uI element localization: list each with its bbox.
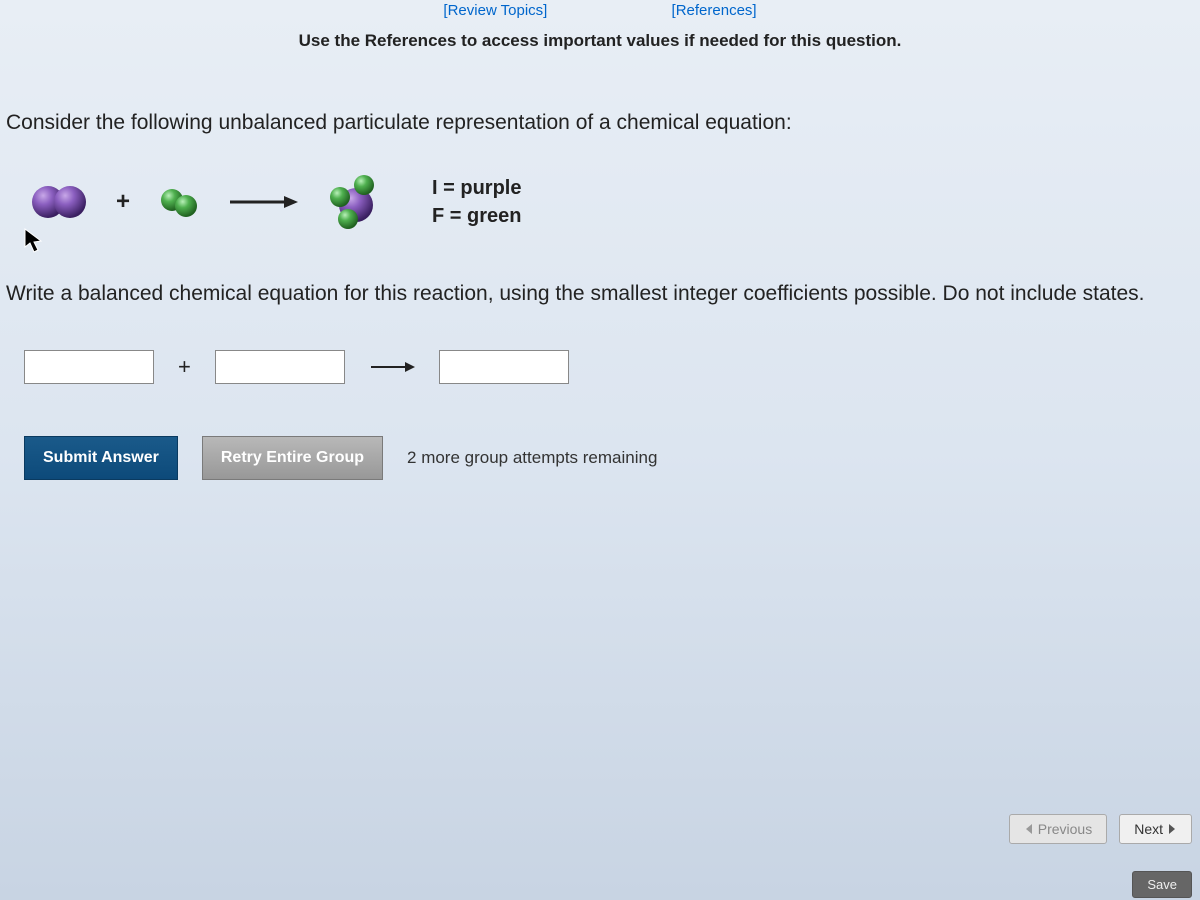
product-input[interactable]	[439, 350, 569, 384]
nav-buttons: Previous Next	[1009, 814, 1192, 844]
references-link[interactable]: [References]	[672, 2, 757, 19]
legend-iodine: I = purple	[432, 174, 521, 202]
save-button[interactable]: Save	[1132, 871, 1192, 898]
color-legend: I = purple F = green	[432, 174, 521, 230]
previous-button[interactable]: Previous	[1009, 814, 1107, 844]
plus-symbol-input: +	[178, 354, 191, 380]
equation-visual: +	[30, 173, 1194, 231]
retry-group-button[interactable]: Retry Entire Group	[202, 436, 383, 480]
answer-input-row: +	[24, 350, 1194, 384]
molecule-i2	[30, 183, 88, 221]
reactant2-input[interactable]	[215, 350, 345, 384]
top-links-bar: [Review Topics] [References]	[0, 0, 1200, 19]
attempts-remaining-text: 2 more group attempts remaining	[407, 448, 657, 468]
legend-fluorine: F = green	[432, 202, 521, 230]
reaction-arrow-icon	[228, 192, 298, 212]
review-topics-link[interactable]: [Review Topics]	[443, 2, 547, 19]
top-instruction: Use the References to access important v…	[0, 31, 1200, 51]
molecule-product	[326, 173, 384, 231]
button-row: Submit Answer Retry Entire Group 2 more …	[24, 436, 1194, 480]
chevron-right-icon	[1167, 823, 1177, 835]
next-button[interactable]: Next	[1119, 814, 1192, 844]
molecule-f2	[158, 186, 200, 218]
chevron-left-icon	[1024, 823, 1034, 835]
question-text: Write a balanced chemical equation for t…	[6, 279, 1194, 308]
submit-answer-button[interactable]: Submit Answer	[24, 436, 178, 480]
intro-text: Consider the following unbalanced partic…	[6, 111, 1194, 135]
reactant1-input[interactable]	[24, 350, 154, 384]
plus-symbol-visual: +	[116, 188, 130, 216]
main-content: Consider the following unbalanced partic…	[0, 111, 1200, 480]
input-arrow-icon	[369, 359, 415, 375]
